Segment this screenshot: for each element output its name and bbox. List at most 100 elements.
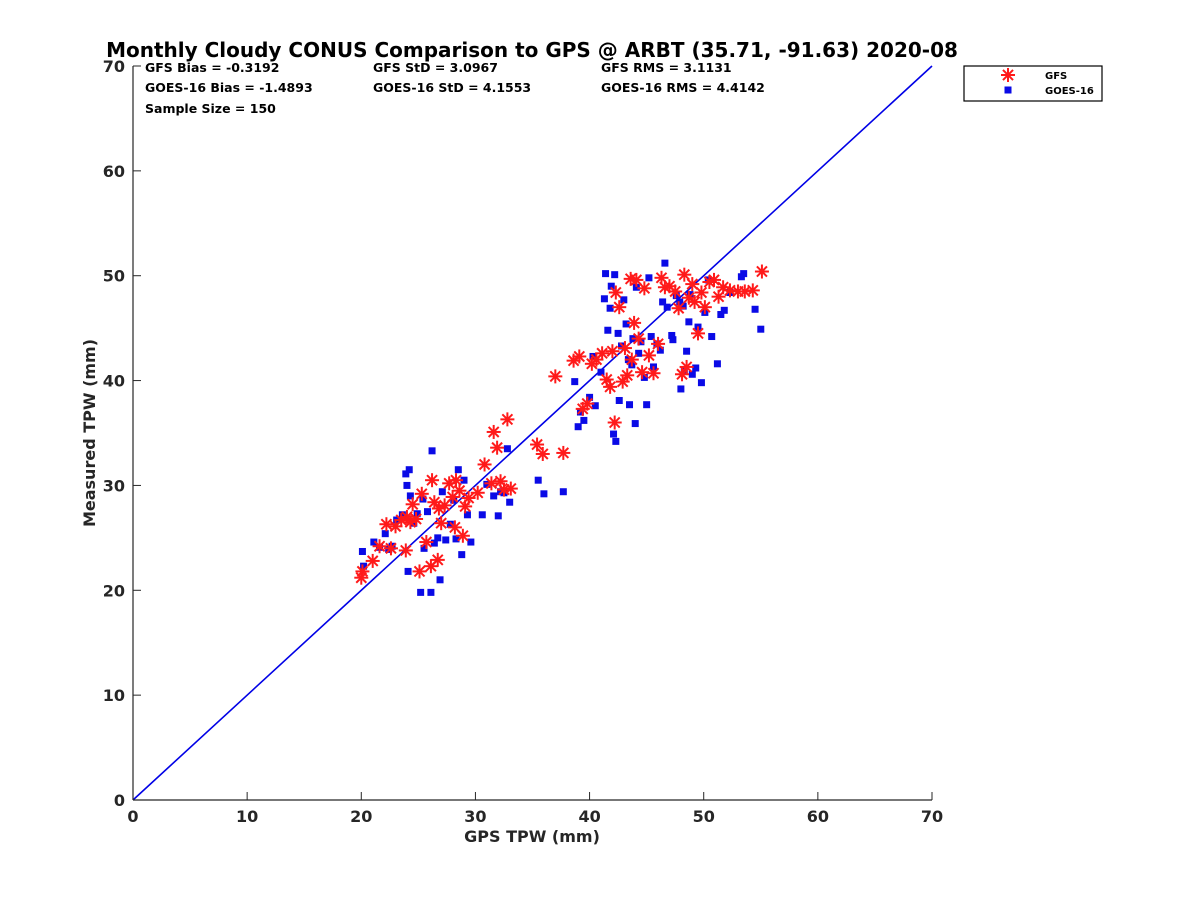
goes16-point: [413, 510, 421, 518]
legend: GFS GOES-16: [963, 65, 1103, 102]
x-tick-label: 60: [807, 807, 829, 826]
goes16-point: [428, 447, 436, 455]
gfs-point: [595, 346, 610, 361]
goes16-point: [586, 393, 594, 401]
goes16-point: [506, 498, 514, 506]
goes16-point: [427, 588, 435, 596]
gfs-point: [694, 285, 709, 300]
gfs-point: [452, 483, 467, 498]
stat-goes16-std: GOES-16 StD = 4.1553: [373, 80, 531, 95]
goes16-point: [442, 536, 450, 544]
gfs-point: [414, 486, 429, 501]
goes16-point: [676, 298, 684, 306]
goes16-point: [574, 423, 582, 431]
gfs-point: [365, 553, 380, 568]
goes16-point: [679, 302, 687, 310]
gfs-point: [580, 396, 595, 411]
gfs-point: [607, 415, 622, 430]
y-tick-label: 20: [103, 581, 125, 600]
goes16-point: [663, 303, 671, 311]
goes16-point: [683, 347, 691, 355]
goes16-point: [580, 416, 588, 424]
goes16-point: [672, 292, 680, 300]
legend-goes16-marker: [1004, 86, 1012, 94]
goes16-point: [713, 360, 721, 368]
gfs-point: [423, 559, 438, 574]
goes16-point: [602, 270, 610, 278]
x-tick-label: 30: [464, 807, 486, 826]
goes16-point: [430, 539, 438, 547]
legend-goes16-square: [1004, 86, 1012, 94]
goes16-point: [419, 495, 427, 503]
gfs-point: [572, 349, 587, 364]
goes16-point: [661, 259, 669, 267]
y-tick-label: 40: [103, 372, 125, 391]
goes16-point: [483, 480, 491, 488]
goes16-point: [620, 296, 628, 304]
gfs-point: [455, 528, 470, 543]
goes16-point: [600, 295, 608, 303]
goes16-point: [720, 306, 728, 314]
goes16-point: [717, 311, 725, 319]
goes16-point: [417, 588, 425, 596]
legend-gfs-asterisk: [1001, 68, 1015, 82]
goes16-point: [446, 520, 454, 528]
goes16-point: [611, 271, 619, 279]
gfs-point: [668, 284, 683, 299]
legend-box: [963, 65, 1103, 102]
gfs-point: [470, 485, 485, 500]
x-tick-label: 10: [236, 807, 258, 826]
goes16-point: [686, 291, 694, 299]
goes16-point: [612, 437, 620, 445]
goes16-point: [640, 373, 648, 381]
goes16-point: [460, 476, 468, 484]
goes16-point: [434, 534, 442, 542]
goes16-point: [370, 538, 378, 546]
gfs-point: [612, 300, 627, 315]
gfs-point: [651, 336, 666, 351]
goes16-point: [402, 470, 410, 478]
gfs-point: [617, 341, 632, 356]
goes16-point: [757, 325, 765, 333]
goes16-point: [668, 331, 676, 339]
gfs-point: [603, 379, 618, 394]
x-axis-label: GPS TPW (mm): [464, 827, 600, 846]
gfs-point: [620, 368, 635, 383]
reference-line-layer: [132, 65, 933, 801]
goes16-point: [360, 562, 368, 570]
gfs-point: [635, 365, 650, 380]
gfs-point: [477, 457, 492, 472]
goes16-point: [559, 488, 567, 496]
goes16-point: [405, 466, 413, 474]
chart-title: Monthly Cloudy CONUS Comparison to GPS @…: [106, 38, 958, 62]
goes16-point: [631, 420, 639, 428]
gfs-point: [624, 352, 639, 367]
gfs-point: [355, 564, 370, 579]
gfs-point: [706, 272, 721, 287]
goes16-point: [403, 481, 411, 489]
gfs-point: [503, 481, 518, 496]
gfs-point: [383, 541, 398, 556]
stat-sample-size: Sample Size = 150: [145, 101, 276, 116]
gfs-point: [398, 543, 413, 558]
gfs-point: [646, 366, 661, 381]
goes16-point: [404, 567, 412, 575]
gfs-point: [548, 369, 563, 384]
goes16-point: [632, 283, 640, 291]
goes16-point: [591, 402, 599, 410]
gfs-point: [754, 264, 769, 279]
y-tick-label: 0: [114, 791, 125, 810]
stat-goes16-bias: GOES-16 Bias = -1.4893: [145, 80, 313, 95]
goes16-point: [463, 511, 471, 519]
goes16-point: [452, 535, 460, 543]
goes16-point: [358, 547, 366, 555]
gfs-point: [405, 497, 420, 512]
stat-goes16-rms: GOES-16 RMS = 4.4142: [601, 80, 765, 95]
gfs-point: [530, 437, 545, 452]
goes16-point: [597, 368, 605, 376]
gfs-point: [430, 552, 445, 567]
gfs-point: [631, 331, 646, 346]
goes16-point: [494, 512, 502, 520]
statistics-annotations: GFS Bias = -0.3192 GFS StD = 3.0967 GFS …: [145, 60, 765, 116]
